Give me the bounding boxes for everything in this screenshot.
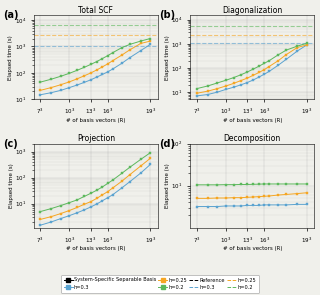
- Text: (b): (b): [159, 10, 175, 20]
- Y-axis label: Elapsed time (s): Elapsed time (s): [165, 163, 170, 208]
- Title: Total SCF: Total SCF: [78, 6, 113, 14]
- Y-axis label: Elapsed time (s): Elapsed time (s): [165, 35, 170, 80]
- Title: Diagonalization: Diagonalization: [222, 6, 283, 14]
- Title: Projection: Projection: [77, 134, 115, 143]
- X-axis label: # of basis vectors (R): # of basis vectors (R): [223, 118, 282, 123]
- Title: Decomposition: Decomposition: [224, 134, 281, 143]
- Text: (a): (a): [3, 10, 18, 20]
- Y-axis label: Elapsed time (s): Elapsed time (s): [8, 35, 13, 80]
- X-axis label: # of basis vectors (R): # of basis vectors (R): [66, 118, 125, 123]
- Text: (d): (d): [159, 139, 175, 149]
- X-axis label: # of basis vectors (R): # of basis vectors (R): [66, 246, 125, 251]
- Y-axis label: Elapsed time (s): Elapsed time (s): [9, 163, 13, 208]
- X-axis label: # of basis vectors (R): # of basis vectors (R): [223, 246, 282, 251]
- Text: (c): (c): [3, 139, 18, 149]
- Legend: System-Specific Separable Basis, h=0.3, h=0.25, h=0.2, Reference, h=0.3, h=0.25,: System-Specific Separable Basis, h=0.3, …: [61, 275, 259, 293]
